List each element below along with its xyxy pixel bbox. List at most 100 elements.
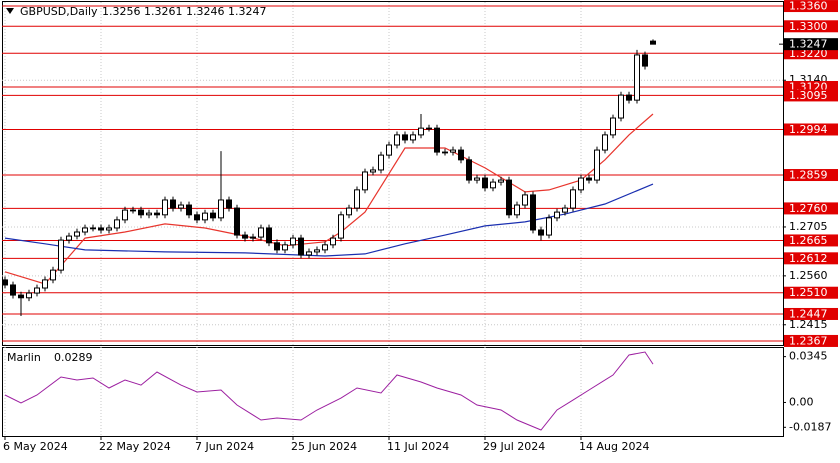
candle-body [282,244,288,251]
candle-body [106,227,112,231]
candle-body [178,204,184,209]
candle-body [482,177,488,189]
indicator-tick-label: 0.00 [789,395,814,408]
candle-body [26,292,32,299]
menu-arrow [6,8,14,14]
x-tick-label: 7 Jun 2024 [195,440,254,453]
candle-body [274,242,280,251]
candle-body [162,199,168,216]
level-label-box [784,123,838,136]
candle-body [426,127,432,130]
candle-body [226,199,232,209]
candle-body [146,212,152,216]
x-tick-label: 25 Jun 2024 [291,440,357,453]
candle-body [578,177,584,191]
level-label-box [784,286,838,299]
candle-body [306,251,312,256]
candle-body [498,179,504,183]
candle-body [418,127,424,136]
level-label-box [784,307,838,320]
candle-body [130,209,136,212]
candle-body [602,134,608,151]
candle-body [570,189,576,209]
candle-body [474,177,480,181]
x-tick-label: 22 May 2024 [99,440,171,453]
candle-body [138,209,144,216]
candle-body [370,169,376,173]
candle-body [394,134,400,146]
candle-body [506,179,512,216]
candle-body [546,217,552,236]
candle-body [10,284,16,296]
candle-body [210,212,216,219]
level-label-box [784,89,838,102]
candle-body [90,227,96,230]
level-label: 1.3095 [789,89,828,102]
indicator-tick-label: 0.0345 [789,350,828,363]
candle-body [522,194,528,206]
candle-body [634,54,640,101]
x-tick-label: 11 Jul 2024 [387,440,449,453]
candle-body [514,204,520,216]
level-label: 1.2760 [789,202,828,215]
candle-body [122,209,128,221]
indicator-value: 0.0289 [54,351,93,364]
candle-body [258,227,264,238]
header-open: 1.3256 [102,5,141,18]
candle-body [42,279,48,289]
candle-body [538,229,544,236]
candle-body [434,127,440,153]
candle-body [458,149,464,161]
candle-body [626,94,632,101]
candle-body [642,54,648,67]
indicator-title: Marlin [7,351,41,364]
candle-body [618,94,624,119]
candle-body [74,231,80,237]
candle-body [530,194,536,231]
candle-body [234,207,240,236]
x-tick-label: 6 May 2024 [3,440,68,453]
candle-body [442,151,448,154]
x-tick-label: 29 Jul 2024 [483,440,545,453]
header-high: 1.3261 [144,5,183,18]
current-price-box [784,38,838,51]
main-panel-frame [2,1,784,346]
candle-body [186,204,192,216]
candle-body [170,199,176,209]
candle-body [202,212,208,221]
candle-body [362,171,368,191]
candle-body [82,227,88,233]
candle-body [466,159,472,181]
candle-body [194,214,200,221]
level-label: 1.3300 [789,20,828,33]
level-label-box [784,252,838,265]
indicator-panel-frame [2,347,784,437]
candle-body [562,207,568,213]
level-label-box [784,202,838,215]
candle-body [378,154,384,171]
level-label-box [784,0,838,13]
y-tick-label: 1.2560 [789,269,828,282]
candle-body [410,134,416,141]
level-label-box [784,334,838,347]
candle-body [154,212,160,216]
candle-body [314,249,320,253]
indicator-line [4,351,654,431]
level-label: 1.2612 [789,252,828,265]
candle-body [298,237,304,256]
candle-body [386,144,392,156]
candle-body [586,177,592,181]
chart-title: GBPUSD,Daily [20,5,98,18]
candle-body [34,287,40,294]
y-tick-label: 1.2415 [789,318,828,331]
header-low: 1.3246 [186,5,225,18]
candle-body [594,149,600,181]
level-label: 1.2367 [789,334,828,347]
level-label: 1.2510 [789,286,828,299]
candle-body [66,235,72,241]
candle-body [450,149,456,153]
candle-body [610,117,616,136]
